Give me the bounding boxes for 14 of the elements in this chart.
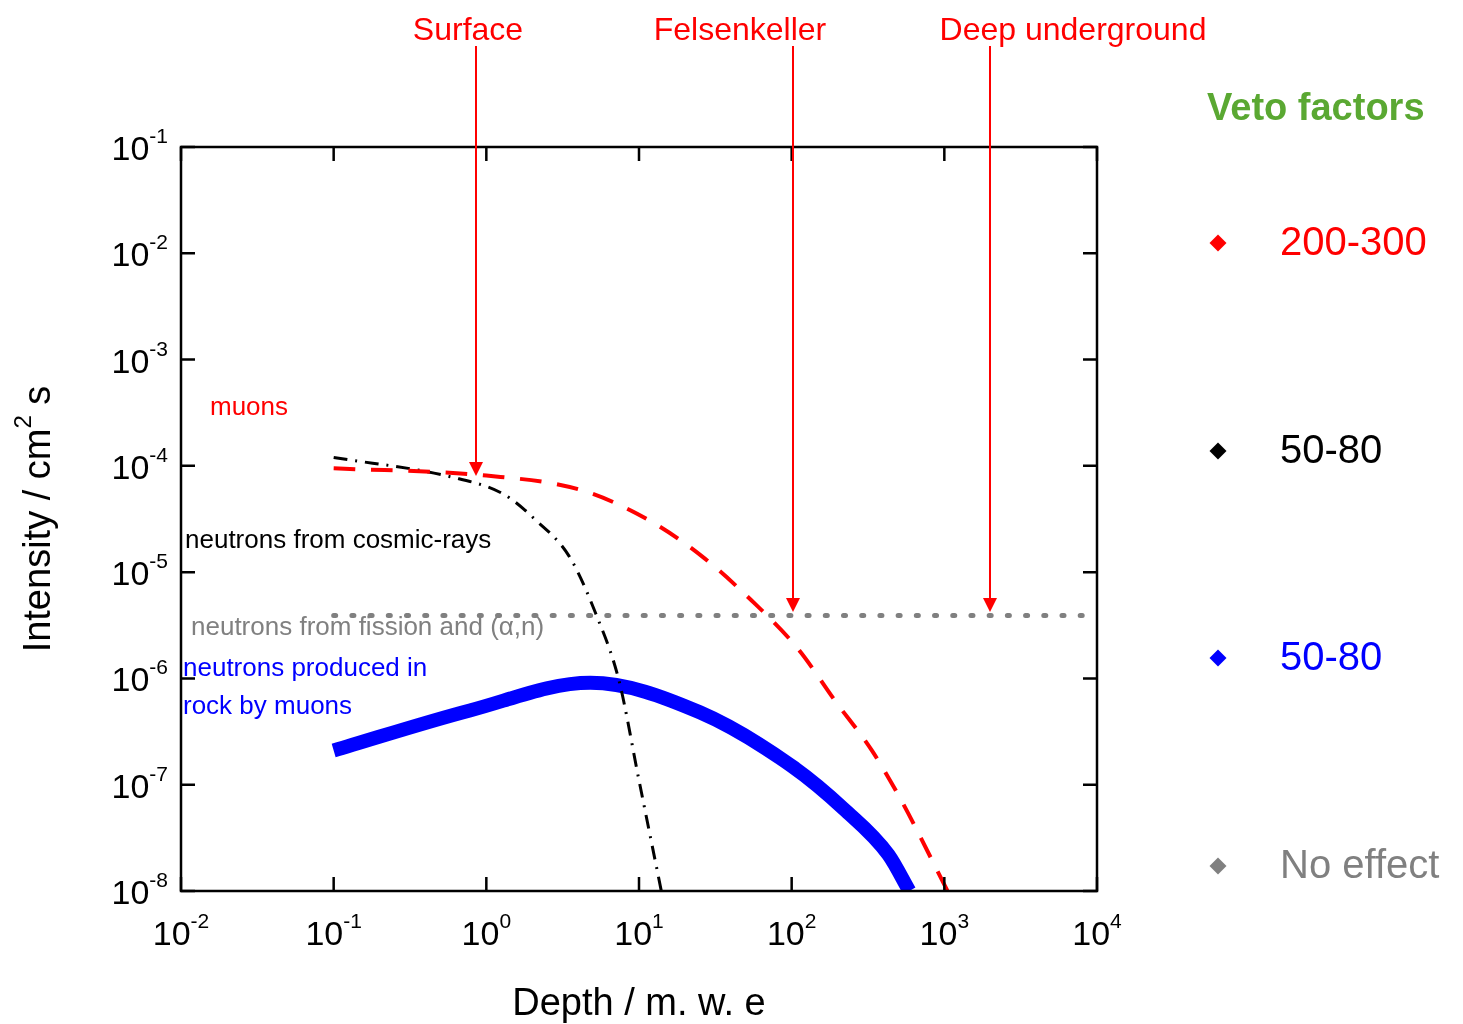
legend-title: Veto factors	[1207, 86, 1425, 129]
text: Felsenkeller	[653, 11, 827, 47]
y-axis-title: Intensity / cm2 s	[9, 385, 58, 653]
text: 200-300	[1280, 219, 1427, 264]
text: Deep underground	[939, 11, 1207, 47]
text: Surface	[412, 11, 524, 47]
text: No effect	[1280, 841, 1440, 887]
x-axis-title: Depth / m. w. e	[512, 981, 766, 1023]
series-label: neutrons from fission and (α,n)	[191, 611, 545, 641]
series-label: neutrons from cosmic-rays	[185, 524, 492, 554]
text: 50-80	[1280, 426, 1383, 472]
text: 50-80	[1280, 634, 1383, 679]
series-label: neutrons produced in rock by muons	[183, 652, 428, 720]
text: muons	[210, 391, 289, 421]
